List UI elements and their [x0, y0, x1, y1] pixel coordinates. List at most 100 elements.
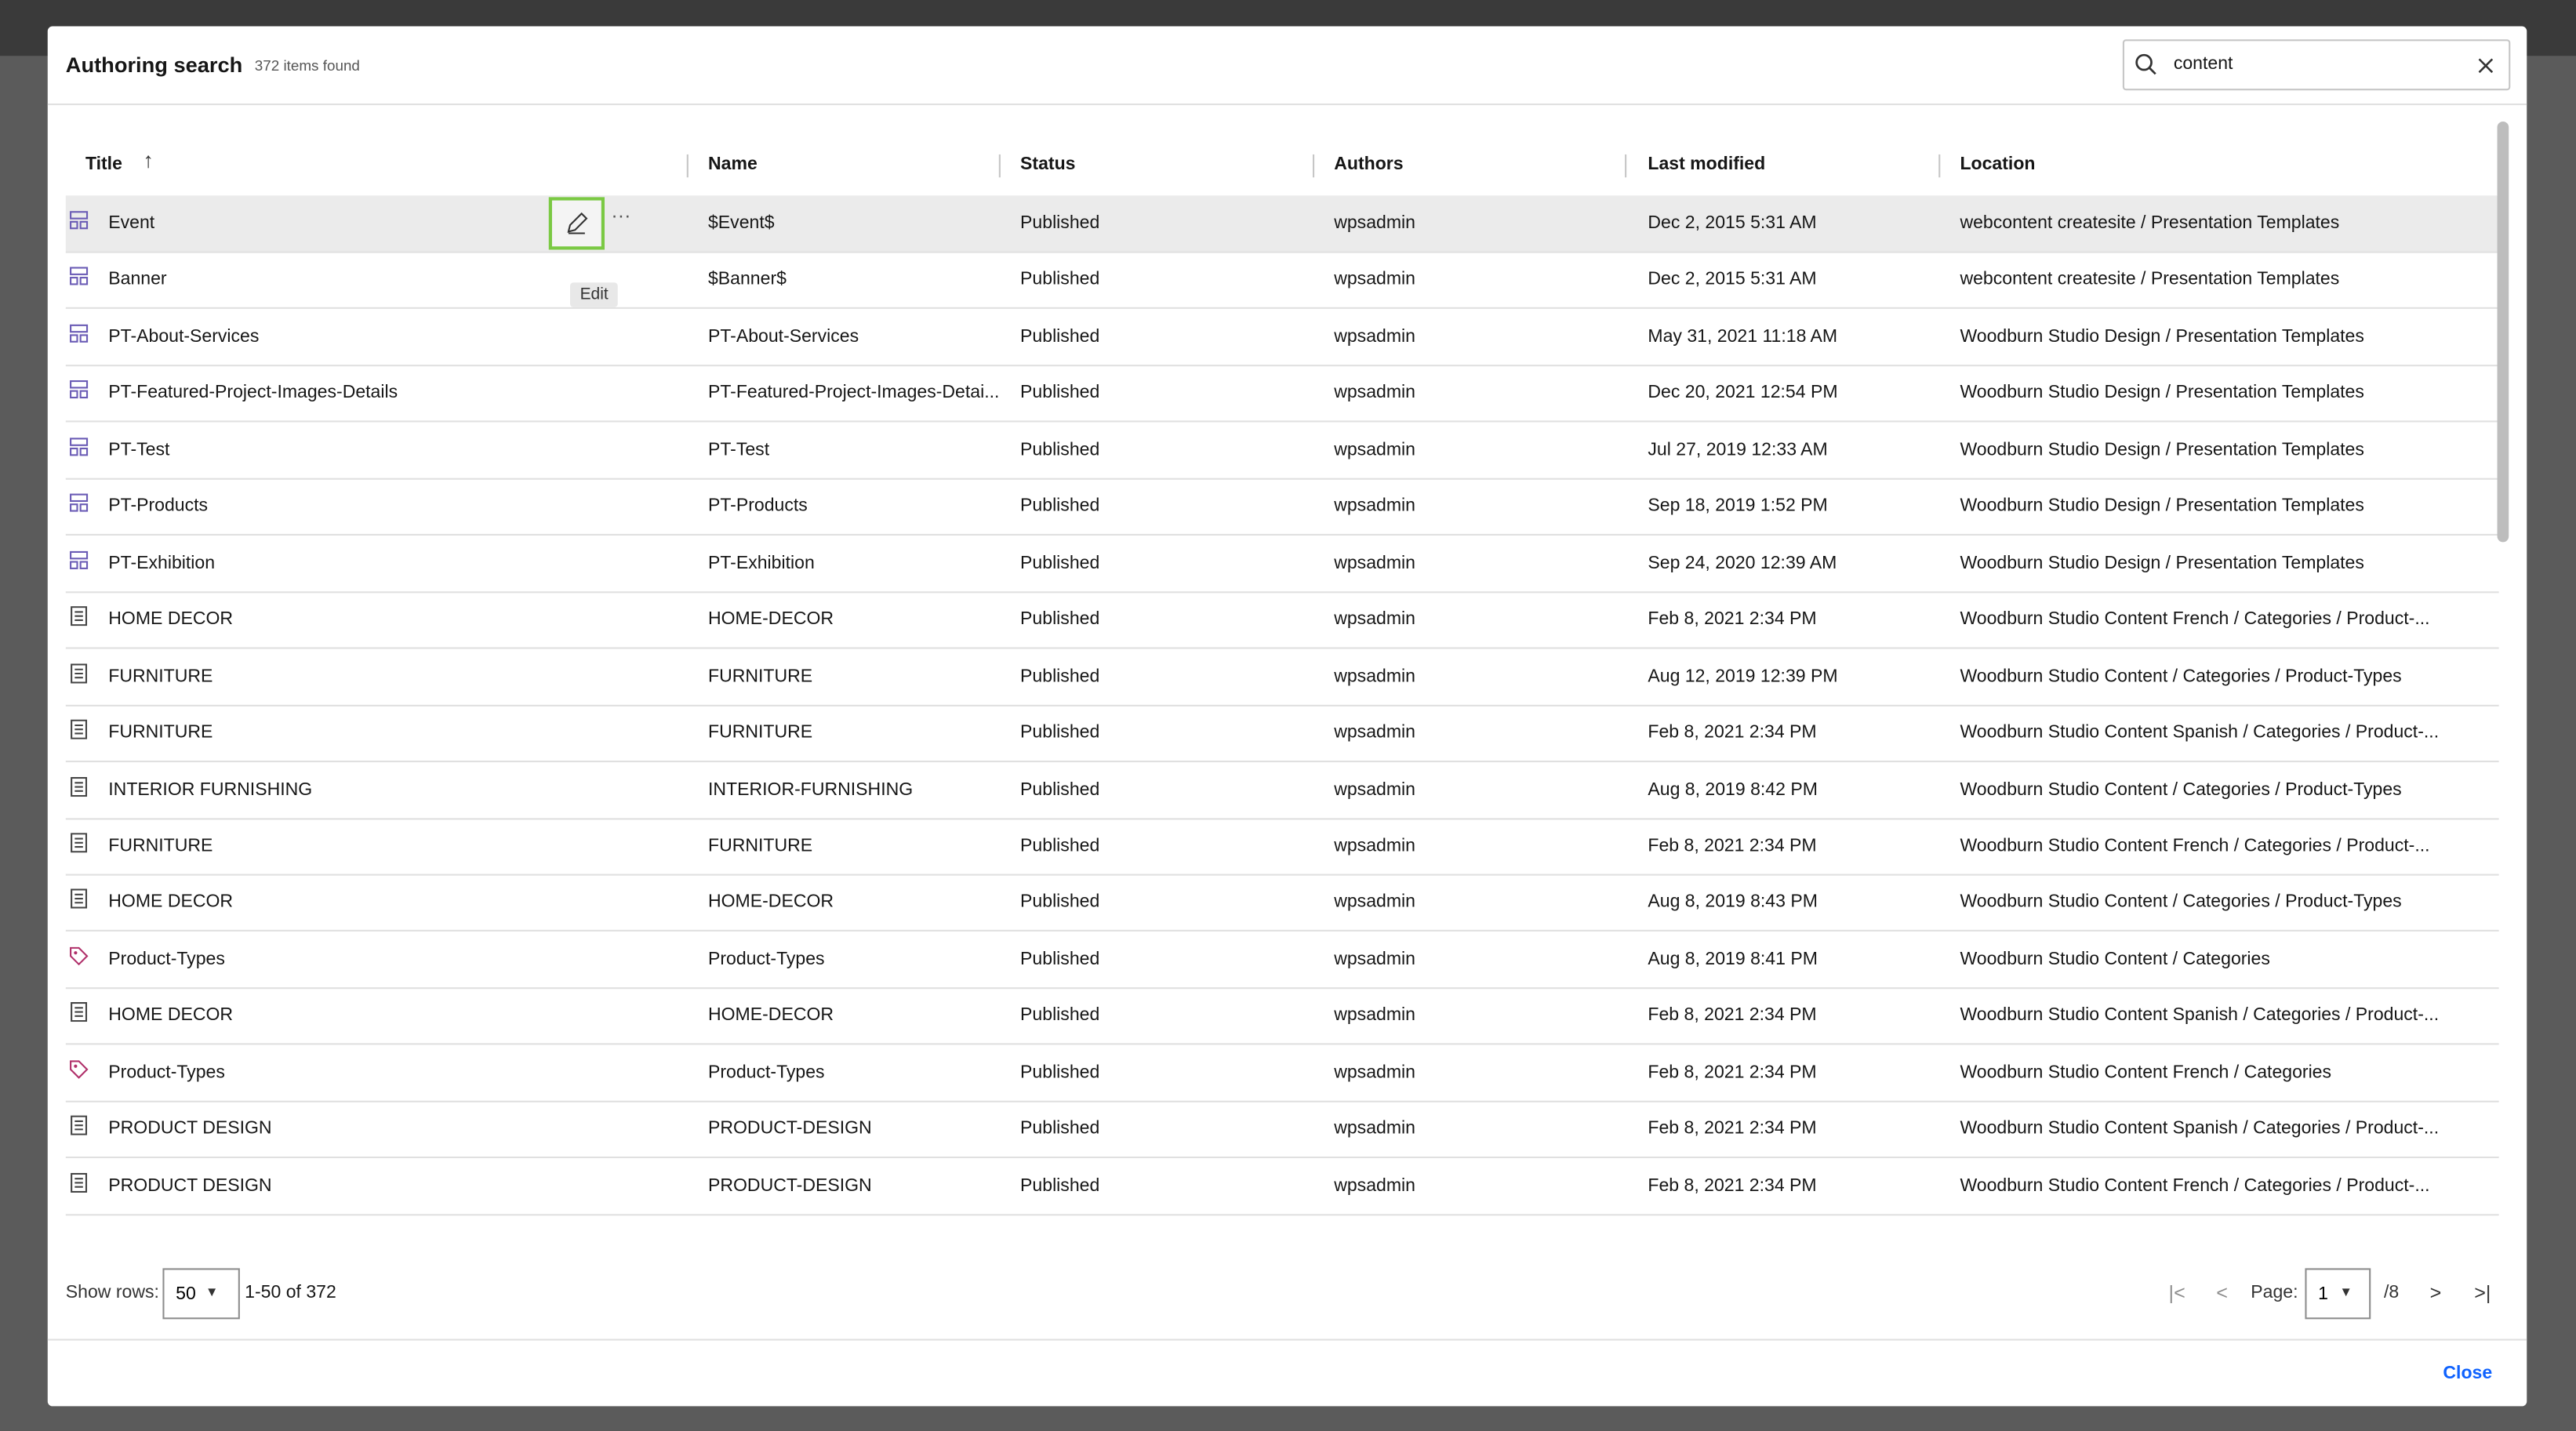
row-divider: [65, 1044, 2499, 1046]
table: Title Name Status Authors Last modified Locat…: [65, 138, 2499, 1215]
cell: Published: [1020, 383, 1100, 404]
search-box[interactable]: content: [2122, 39, 2511, 91]
clear-icon[interactable]: [2477, 57, 2494, 74]
column-separator: [686, 154, 689, 178]
cell: Feb 8, 2021 2:34 PM: [1648, 1175, 1817, 1196]
cell: FURNITURE: [707, 722, 813, 743]
cell: wpsadmin: [1334, 666, 1415, 686]
table-row[interactable]: FURNITURE FURNITURE Published wpsadmin Feb 8…: [66, 705, 2499, 761]
cell: Event: [108, 213, 155, 234]
column-header[interactable]: Last modified: [1648, 154, 1766, 175]
cell: Dec 2, 2015 5:31 AM: [1648, 213, 1817, 234]
rows-select[interactable]: 50 ▼: [162, 1268, 240, 1320]
table-row[interactable]: HOME DECOR HOME-DECOR Published wpsadmin Aug…: [66, 874, 2499, 930]
table-row[interactable]: PRODUCT DESIGN PRODUCT-DESIGN Published wps…: [66, 1101, 2499, 1157]
cell: Published: [1020, 1062, 1100, 1083]
table-row[interactable]: FURNITURE FURNITURE Published wpsadmin Feb 8…: [66, 818, 2499, 873]
cell: Woodburn Studio Design / Presentation Te…: [1960, 553, 2364, 573]
dropdown-caret: ▼: [205, 1284, 219, 1300]
table-row[interactable]: PT-Featured-Project-Images-Details PT-Fea…: [66, 365, 2499, 421]
cell: Published: [1020, 836, 1100, 856]
cell: Banner: [108, 270, 167, 290]
more-button[interactable]: ···: [611, 203, 631, 227]
cell: Jul 27, 2019 12:33 AM: [1648, 440, 1828, 460]
table-row[interactable]: PT-About-Services PT-About-Services Publis…: [66, 309, 2499, 365]
column-header[interactable]: Title: [85, 154, 122, 175]
table-row[interactable]: Product-Types Product-Types Published wpsad…: [66, 932, 2499, 987]
table-row[interactable]: Product-Types Product-Types Published wpsad…: [66, 1044, 2499, 1100]
search-icon: [2135, 53, 2156, 75]
cell: Published: [1020, 949, 1100, 969]
cell: Feb 8, 2021 2:34 PM: [1648, 722, 1817, 743]
row-divider: [65, 590, 2499, 593]
column-separator: [1312, 154, 1315, 178]
cell: HOME-DECOR: [707, 892, 834, 913]
cell: Woodburn Studio Content / Categories / P…: [1960, 779, 2402, 800]
cell: webcontent createsite / Presentation Tem…: [1960, 270, 2340, 290]
tooltip: Edit: [569, 282, 619, 307]
cell: Published: [1020, 779, 1100, 800]
cell: INTERIOR FURNISHING: [108, 779, 313, 800]
cell: FURNITURE: [108, 722, 213, 743]
table-row[interactable]: PT-Exhibition PT-Exhibition Published wpsad…: [66, 535, 2499, 590]
cell: Woodburn Studio Content Spanish / Catego…: [1960, 1119, 2440, 1139]
range-text: 1-50 of 372: [245, 1283, 336, 1303]
row-divider: [65, 986, 2499, 989]
cell: Woodburn Studio Design / Presentation Te…: [1960, 440, 2364, 460]
scrollbar[interactable]: [2497, 122, 2509, 543]
cell: PT-About-Services: [707, 326, 859, 347]
table-row[interactable]: HOME DECOR HOME-DECOR Published wpsadmin Feb…: [66, 592, 2499, 648]
page-nav[interactable]: >: [2429, 1281, 2442, 1305]
cell: Woodburn Studio Content / Categories / P…: [1960, 666, 2402, 686]
cell: PRODUCT-DESIGN: [707, 1119, 872, 1139]
page-select[interactable]: 1 ▼: [2305, 1268, 2371, 1320]
cell: wpsadmin: [1334, 213, 1415, 234]
column-header[interactable]: Location: [1960, 154, 2036, 175]
cell: Aug 8, 2019 8:42 PM: [1648, 779, 1818, 800]
page-total: /8: [2383, 1283, 2400, 1303]
column-separator: [1938, 154, 1941, 178]
column-header[interactable]: Authors: [1334, 154, 1404, 175]
close-button[interactable]: Close: [2443, 1363, 2493, 1384]
row-divider: [65, 761, 2499, 763]
cell: Woodburn Studio Content French / Categor…: [1960, 1175, 2430, 1196]
column-header[interactable]: Status: [1020, 154, 1076, 175]
type-icon: [71, 775, 88, 797]
type-icon: [71, 1002, 88, 1022]
cell: PT-Featured-Project-Images-Details: [108, 383, 398, 404]
cell: wpsadmin: [1334, 722, 1415, 743]
table-row[interactable]: PT-Test PT-Test Published wpsadmin Jul 27, 2…: [66, 422, 2499, 478]
table-row[interactable]: PT-Products PT-Products Published wpsadmin S…: [66, 478, 2499, 534]
page-nav[interactable]: |<: [2168, 1281, 2185, 1305]
column-separator: [998, 154, 1001, 178]
table-row[interactable]: Event $Event$ Published wpsadmin Dec 2, 2015…: [65, 195, 2499, 252]
cell: Published: [1020, 440, 1100, 460]
cell: Published: [1020, 213, 1100, 234]
sort-arrow[interactable]: ↑: [143, 147, 154, 173]
table-row[interactable]: INTERIOR FURNISHING INTERIOR-FURNISHING Pu…: [66, 761, 2499, 817]
cell: wpsadmin: [1334, 779, 1415, 800]
row-divider: [65, 251, 2499, 253]
cell: HOME DECOR: [108, 1005, 234, 1026]
cell: Woodburn Studio Content French / Categor…: [1960, 609, 2430, 630]
table-row[interactable]: PRODUCT DESIGN PRODUCT-DESIGN Published wps…: [66, 1157, 2499, 1213]
table-row[interactable]: Banner $Banner$ Published wpsadmin Dec 2, 20…: [66, 252, 2499, 307]
cell: Sep 24, 2020 12:39 AM: [1648, 553, 1837, 573]
type-icon: [70, 550, 89, 569]
row-divider: [65, 1100, 2499, 1102]
page-nav[interactable]: <: [2216, 1281, 2228, 1305]
cell: Product-Types: [707, 949, 825, 969]
cell: FURNITURE: [707, 666, 813, 686]
cell: wpsadmin: [1334, 270, 1415, 290]
table-row[interactable]: HOME DECOR HOME-DECOR Published wpsadmin Feb…: [66, 988, 2499, 1044]
divider: [47, 103, 2527, 106]
page-nav[interactable]: >|: [2474, 1281, 2491, 1305]
edit-button[interactable]: [548, 197, 605, 250]
cell: $Event$: [707, 213, 775, 234]
column-header[interactable]: Name: [707, 154, 758, 175]
cell: webcontent createsite / Presentation Tem…: [1960, 213, 2340, 234]
cell: FURNITURE: [707, 836, 813, 856]
table-row[interactable]: FURNITURE FURNITURE Published wpsadmin Aug 1…: [66, 648, 2499, 704]
cell: Published: [1020, 270, 1100, 290]
cell: Woodburn Studio Content / Categories: [1960, 949, 2270, 969]
